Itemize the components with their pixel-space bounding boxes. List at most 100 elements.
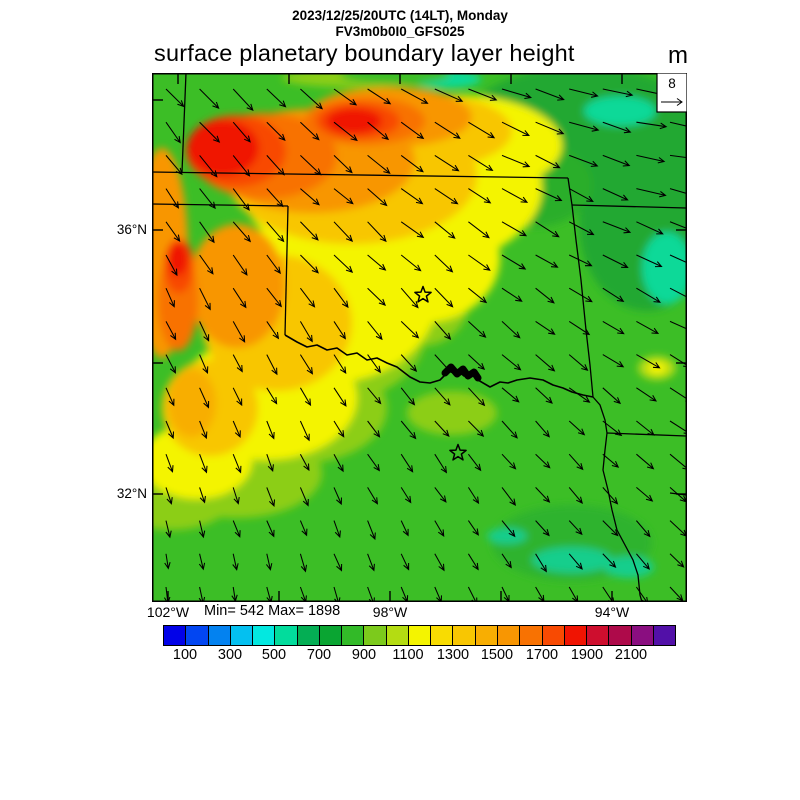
wind-arrow: [232, 387, 243, 407]
state-border: [152, 171, 569, 179]
colorbar-segment: [342, 626, 365, 645]
wind-arrow: [468, 387, 486, 407]
colorbar-tick-label: 1900: [570, 647, 604, 663]
wind-arrow: [232, 520, 241, 538]
wind-arrow: [602, 487, 619, 505]
colorbar-segment: [275, 626, 298, 645]
wind-arrow: [468, 420, 485, 437]
wind-arrow: [266, 520, 275, 538]
wind-arrow: [602, 221, 632, 234]
wind-arrow: [400, 487, 412, 504]
lat-tick-label: 36°N: [116, 222, 147, 237]
wind-arrow: [501, 287, 523, 302]
wind-arrow: [333, 254, 354, 273]
state-border: [181, 73, 187, 173]
wind-arrow: [467, 520, 480, 536]
wind-arrow: [636, 453, 655, 470]
wind-arrow: [535, 387, 553, 404]
map-frame: [152, 73, 687, 602]
wind-arrow: [165, 487, 173, 505]
wind-arrow: [199, 420, 208, 440]
lon-tick-label: 94°W: [594, 604, 630, 620]
wind-arrow: [198, 520, 206, 539]
wind-arrow: [568, 287, 593, 303]
wind-arrow: [434, 321, 452, 341]
colorbar-segment: [631, 626, 654, 645]
wind-arrow: [602, 553, 617, 568]
wind-arrow: [568, 188, 594, 202]
wind-arrow: [434, 553, 445, 572]
wind-arrow: [635, 520, 651, 538]
colorbar-segment: [564, 626, 588, 645]
colorbar-segment: [364, 626, 387, 645]
wind-arrow: [300, 155, 322, 176]
page-title: surface planetary boundary layer height: [154, 40, 575, 66]
wind-arrow: [367, 88, 392, 105]
wind-arrow: [299, 520, 308, 537]
wind-arrow: [602, 88, 634, 98]
wind-arrow: [266, 387, 278, 405]
wind-arrow: [300, 254, 319, 274]
wind-arrow: [164, 553, 171, 570]
wind-arrow: [165, 420, 175, 440]
wind-arrow: [434, 154, 460, 172]
wind-arrow: [266, 420, 275, 440]
wind-arrow: [165, 254, 178, 277]
wind-arrow: [165, 121, 181, 144]
field-blob: [189, 224, 285, 348]
wind-arrow: [165, 221, 181, 243]
wind-arrow: [501, 487, 517, 506]
wind-arrow: [636, 420, 655, 436]
wind-arrow: [468, 121, 496, 139]
wind-arrow: [232, 155, 251, 177]
model-run-title: FV3m0b0I0_GFS025: [335, 24, 465, 39]
wind-arrow: [434, 287, 454, 308]
wind-arrow: [367, 321, 383, 341]
wind-arrow: [569, 121, 600, 132]
wind-arrow: [535, 154, 561, 169]
wind-arrow: [535, 221, 560, 238]
wind-arrow: [333, 420, 345, 438]
wind-arrow: [232, 454, 242, 474]
field-blob: [584, 96, 656, 126]
field-blob: [326, 108, 382, 134]
wind-arrow: [300, 188, 320, 206]
wind-arrow: [199, 454, 208, 474]
state-border: [592, 396, 643, 602]
wind-arrow: [400, 88, 429, 104]
colorbar: [163, 625, 676, 646]
colorbar-segment: [230, 626, 254, 645]
wind-arrow: [468, 354, 486, 371]
lon-tick-label: 98°W: [372, 604, 408, 620]
wind-arrow: [602, 287, 625, 302]
wind-arrow: [501, 221, 528, 237]
wind-arrow: [333, 88, 358, 106]
colorbar-segment: [164, 626, 187, 645]
wind-arrow: [299, 420, 310, 442]
wind-arrow: [198, 553, 206, 571]
wind-arrow: [501, 387, 520, 403]
wind-arrow: [199, 387, 210, 409]
wind-arrow: [300, 121, 320, 141]
star-marker: [449, 443, 467, 461]
wind-arrow: [266, 287, 282, 308]
wind-arrow: [300, 88, 324, 110]
wind-arrow: [569, 154, 599, 167]
wind-arrow: [333, 321, 346, 340]
wind-arrow: [602, 188, 629, 201]
wind-arrow: [266, 321, 280, 340]
wind-arrow: [568, 320, 591, 336]
lon-tick-label: 102°W: [146, 604, 190, 620]
wind-arrow: [669, 287, 687, 298]
wind-arrow: [400, 520, 409, 537]
wind-arrow: [400, 287, 419, 309]
wind-arrow: [434, 354, 452, 374]
colorbar-tick-label: 1100: [392, 647, 424, 663]
wind-arrow: [400, 453, 414, 473]
wind-arrow: [467, 453, 482, 472]
wind-arrow: [602, 453, 620, 468]
colorbar-tick-label: 1500: [480, 647, 514, 663]
colorbar-segment: [453, 626, 476, 645]
wind-arrow: [333, 188, 354, 205]
